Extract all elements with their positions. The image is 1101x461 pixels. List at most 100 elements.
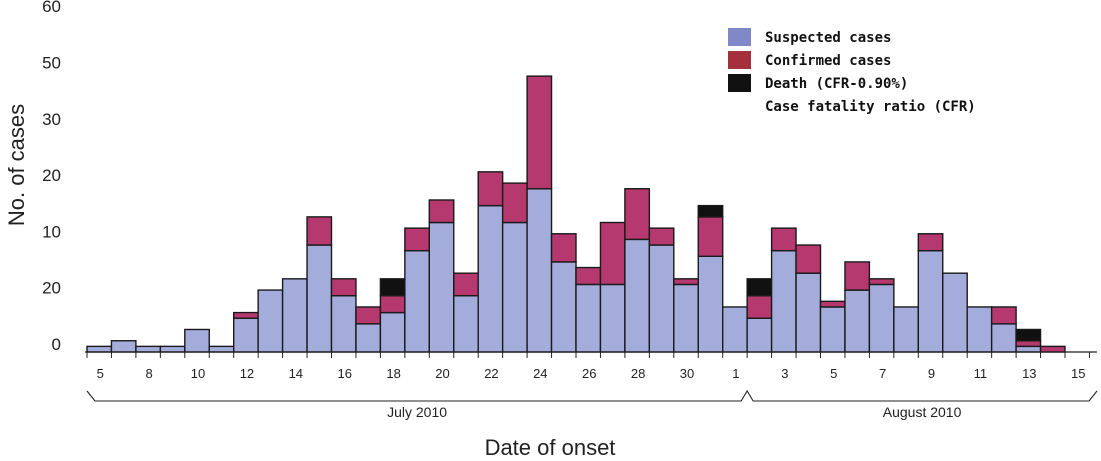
bar-suspected xyxy=(257,289,284,353)
bar-suspected xyxy=(795,272,822,353)
bar-confirmed xyxy=(453,272,479,297)
bar-suspected xyxy=(746,317,773,353)
x-tick-label: 15 xyxy=(1071,366,1085,381)
x-tick-label: 24 xyxy=(533,366,547,381)
bar-confirmed xyxy=(306,216,333,246)
y-tick-label: 20 xyxy=(42,279,61,298)
month-label-august: August 2010 xyxy=(883,404,962,420)
y-axis-title: No. of cases xyxy=(4,104,29,226)
x-tick-label: 9 xyxy=(928,366,935,381)
y-tick-label: 50 xyxy=(42,54,61,73)
bar-suspected xyxy=(599,283,626,353)
bar-suspected xyxy=(648,244,675,353)
bar-confirmed xyxy=(330,278,357,297)
bar-confirmed xyxy=(844,261,871,291)
x-tick-label: 18 xyxy=(386,366,400,381)
bar-confirmed xyxy=(575,266,602,286)
bar-confirmed xyxy=(1039,345,1066,353)
bar-suspected xyxy=(232,317,259,353)
bar-confirmed xyxy=(404,227,431,252)
bar-confirmed xyxy=(355,306,382,325)
legend-label: Case fatality ratio (CFR) xyxy=(765,99,976,115)
legend: Suspected cases Confirmed cases Death (CFR… xyxy=(728,28,976,115)
bar-confirmed xyxy=(526,75,553,190)
bar-death xyxy=(1015,328,1042,342)
bar-suspected xyxy=(1015,345,1042,353)
bar-suspected xyxy=(697,255,724,353)
x-tick-label: 28 xyxy=(631,366,645,381)
x-tick-label: 1 xyxy=(732,366,739,381)
bar-suspected xyxy=(673,283,699,353)
bar-suspected xyxy=(110,340,137,353)
bar-suspected xyxy=(281,278,308,353)
bar-suspected xyxy=(404,249,431,353)
bar-suspected xyxy=(990,323,1017,353)
bar-suspected xyxy=(624,238,651,353)
x-axis-title: Date of onset xyxy=(485,435,616,460)
x-tick-label: 16 xyxy=(337,366,351,381)
bar-suspected xyxy=(477,204,504,353)
bar-suspected xyxy=(770,249,797,353)
bar-suspected xyxy=(355,323,382,353)
bar-suspected xyxy=(159,345,186,353)
x-tick-label: 11 xyxy=(974,366,988,381)
bar-confirmed xyxy=(428,199,455,224)
month-bracket xyxy=(86,389,1098,402)
month-label-july: July 2010 xyxy=(387,404,447,420)
bar-suspected xyxy=(428,221,455,353)
x-tick-label: 8 xyxy=(146,366,153,381)
bar-suspected xyxy=(722,306,748,353)
bars xyxy=(86,75,1066,353)
bar-suspected xyxy=(86,345,113,353)
bar-confirmed xyxy=(868,278,895,286)
x-tick-label: 10 xyxy=(191,366,205,381)
bar-suspected xyxy=(893,306,919,353)
bar-confirmed xyxy=(477,171,504,207)
bar-confirmed xyxy=(746,295,773,319)
x-tick-label: 13 xyxy=(1022,366,1036,381)
bar-confirmed xyxy=(770,227,797,252)
x-tick-label: 30 xyxy=(680,366,694,381)
x-tick-label: 3 xyxy=(781,366,788,381)
bar-suspected xyxy=(184,328,210,353)
y-tick-label: 0 xyxy=(52,335,61,354)
bar-suspected xyxy=(844,289,871,353)
bar-suspected xyxy=(379,311,406,353)
bar-suspected xyxy=(453,295,479,353)
bar-suspected xyxy=(966,306,993,353)
bar-suspected xyxy=(208,345,235,353)
legend-swatch xyxy=(728,74,751,92)
bar-suspected xyxy=(306,244,333,353)
bar-confirmed xyxy=(795,244,822,274)
legend-swatch xyxy=(728,51,751,69)
bar-suspected xyxy=(501,221,528,353)
legend-label: Death (CFR-0.90%) xyxy=(765,76,908,92)
x-tick-label: 12 xyxy=(240,366,254,381)
legend-label: Confirmed cases xyxy=(765,53,891,69)
x-tick-label: 14 xyxy=(289,366,303,381)
bar-confirmed xyxy=(379,295,406,314)
bar-suspected xyxy=(942,272,968,353)
bar-confirmed xyxy=(232,311,259,319)
x-tick-label: 7 xyxy=(879,366,886,381)
bar-death xyxy=(379,278,406,297)
bar-confirmed xyxy=(599,221,626,286)
x-tick-label: 26 xyxy=(582,366,596,381)
bar-suspected xyxy=(917,249,944,353)
y-tick-label: 20 xyxy=(42,166,61,185)
bar-confirmed xyxy=(917,233,944,252)
y-tick-label: 60 xyxy=(42,0,61,16)
bar-confirmed xyxy=(550,233,577,263)
bar-confirmed xyxy=(990,306,1017,325)
x-axis: 5 8 10 12 14 16 18 20 22 24 26 28 30 1 3 5 7 9 11 13 15 xyxy=(85,351,1097,381)
x-tick-label: 5 xyxy=(830,366,837,381)
legend-label: Suspected cases xyxy=(765,30,891,46)
y-axis: 0 20 10 20 30 50 60 xyxy=(42,0,61,354)
bar-suspected xyxy=(135,345,162,353)
bar-suspected xyxy=(575,283,602,353)
y-tick-label: 30 xyxy=(42,110,61,129)
bar-suspected xyxy=(526,188,553,353)
month-brackets: July 2010 August 2010 xyxy=(86,389,1098,420)
x-tick-label: 20 xyxy=(435,366,449,381)
